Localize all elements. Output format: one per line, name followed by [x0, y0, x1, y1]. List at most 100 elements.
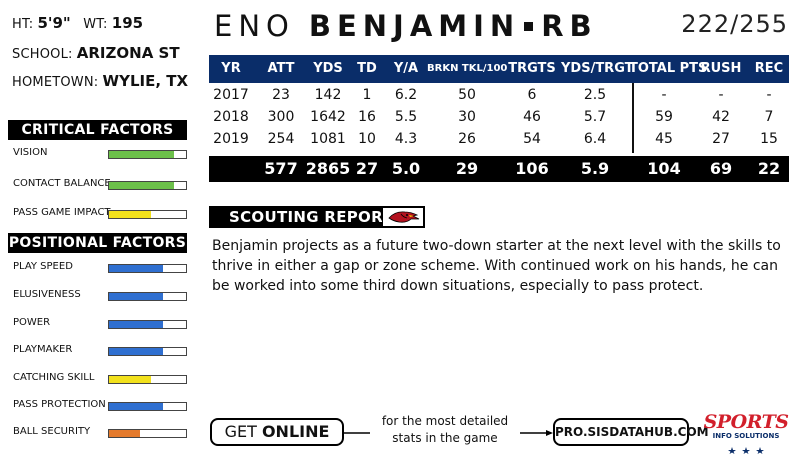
stats-cell: 26	[458, 131, 476, 147]
stats-header-3: TD	[357, 61, 377, 76]
factor-label: CATCHING SKILL	[13, 372, 95, 383]
brand-stars-icon	[728, 447, 764, 454]
factor-bar	[108, 181, 187, 190]
stats-header-6: TRGTS	[508, 61, 556, 76]
get-label: GET	[224, 422, 257, 441]
factor-label: CONTACT BALANCE	[13, 178, 111, 189]
stats-header-8: TOTAL PTS	[629, 61, 708, 76]
factor-bar-fill	[109, 403, 163, 410]
stats-cell: 254	[267, 131, 295, 147]
stats-total-cell: 2865	[305, 159, 351, 178]
stats-cell: 42	[712, 109, 730, 125]
brand-subtitle: INFO SOLUTIONS	[712, 432, 780, 440]
stats-total-cell: 5.0	[391, 159, 421, 178]
factor-bar-fill	[109, 430, 140, 437]
stats-cell: 30	[458, 109, 476, 125]
scouting-report-text: Benjamin projects as a future two-down s…	[212, 238, 781, 294]
positional-factors-heading: POSITIONAL FACTORS	[8, 233, 187, 253]
critical-factors-heading: CRITICAL FACTORS	[8, 120, 187, 140]
stats-cell: 2018	[213, 109, 249, 125]
stats-cell: 5.7	[583, 109, 607, 125]
factor-bar-fill	[109, 211, 152, 218]
stats-cell: 23	[272, 87, 290, 103]
stats-total-cell: 5.9	[580, 159, 610, 178]
stats-header-0: YR	[221, 61, 241, 76]
factor-label: VISION	[13, 147, 48, 158]
stats-cell: 2.5	[583, 87, 607, 103]
factor-bar	[108, 264, 187, 273]
factor-bar-fill	[109, 348, 163, 355]
player-rank: 222/255	[681, 10, 788, 38]
bio-hometown: HOMETOWN: WYLIE, TX	[12, 72, 188, 90]
factor-bar-fill	[109, 376, 152, 383]
factor-bar-fill	[109, 321, 163, 328]
hometown-label: HOMETOWN:	[12, 75, 99, 90]
get-online-button[interactable]: GET ONLINE	[210, 418, 344, 446]
player-position: RB	[541, 9, 598, 43]
stats-header-1: ATT	[267, 61, 295, 76]
stats-cell: 7	[764, 109, 774, 125]
factor-bar-fill	[109, 151, 175, 158]
stats-row: 2017 23 142 1 6.2 50 6 2.5 - - -	[209, 85, 789, 105]
stats-cell: -	[718, 87, 724, 103]
stats-header-9: RUSH	[700, 61, 742, 76]
stats-header-7: YDS/TRGT	[561, 61, 634, 76]
factor-bar	[108, 375, 187, 384]
stats-cell: 16	[358, 109, 376, 125]
stats-cell: -	[766, 87, 772, 103]
factor-bar	[108, 210, 187, 219]
stats-cell: 1081	[310, 131, 346, 147]
stats-cell: 2019	[213, 131, 249, 147]
stats-cell: 300	[267, 109, 295, 125]
stats-total-cell: 106	[515, 159, 549, 178]
stats-total-cell: 29	[455, 159, 479, 178]
sisdatahub-link[interactable]: PRO.SISDATAHUB.COM	[553, 418, 709, 446]
stats-cell: -	[661, 87, 667, 103]
factor-label: ELUSIVENESS	[13, 289, 81, 300]
stats-cell: 6.2	[394, 87, 418, 103]
bio-height-weight: HT: 5'9" WT: 195	[12, 14, 143, 32]
scouting-report-heading: SCOUTING REPORT	[209, 206, 425, 228]
player-last-name: BENJAMIN	[308, 9, 521, 43]
stats-header-10: REC	[754, 61, 784, 76]
footer-tagline-line1: for the most detailed	[381, 414, 509, 428]
factor-bar-fill	[109, 182, 175, 189]
factor-label: BALL SECURITY	[13, 426, 91, 437]
cardinals-logo-icon	[382, 207, 424, 227]
factor-label: PASS PROTECTION	[13, 399, 106, 410]
footer-tagline: for the most detailed stats in the game	[370, 413, 520, 447]
factor-bar-fill	[109, 293, 163, 300]
stats-cell: 5.5	[394, 109, 418, 125]
stats-cell: 1642	[310, 109, 346, 125]
stats-cell: 59	[655, 109, 673, 125]
stats-cell: 15	[760, 131, 778, 147]
stats-divider	[632, 83, 634, 153]
name-separator	[524, 21, 534, 31]
stats-row: 2018 300 1642 16 5.5 30 46 5.7 59 42 7	[209, 107, 789, 127]
player-name: ENO BENJAMIN RB	[214, 8, 684, 44]
height-value: 5'9"	[37, 14, 71, 32]
stats-header-row: YR ATT YDS TD Y/A BRKN TKL/100 TRGTS YDS/TRGT TO…	[209, 55, 789, 83]
weight-label: WT:	[83, 17, 108, 32]
factor-bar	[108, 347, 187, 356]
factor-bar	[108, 292, 187, 301]
stats-cell: 10	[358, 131, 376, 147]
stats-cell: 142	[314, 87, 342, 103]
stats-header-5: BRKN TKL/100	[427, 63, 508, 74]
factor-bar-fill	[109, 265, 163, 272]
stats-totals-row: 577 2865 27 5.0 29 106 5.9 104 69 22	[209, 156, 789, 182]
weight-value: 195	[111, 14, 144, 32]
stats-cell: 1	[362, 87, 372, 103]
factor-bar	[108, 429, 187, 438]
bio-school: SCHOOL: ARIZONA ST	[12, 44, 180, 62]
school-value: ARIZONA ST	[76, 44, 180, 62]
factor-label: PASS GAME IMPACT	[13, 207, 111, 218]
stats-cell: 50	[458, 87, 476, 103]
height-label: HT:	[12, 17, 34, 32]
stats-total-cell: 27	[355, 159, 379, 178]
stats-cell: 45	[655, 131, 673, 147]
stats-total-cell: 104	[647, 159, 681, 178]
stats-row: 2019 254 1081 10 4.3 26 54 6.4 45 27 15	[209, 129, 789, 149]
stats-cell: 27	[712, 131, 730, 147]
stats-header-4: Y/A	[393, 61, 419, 76]
